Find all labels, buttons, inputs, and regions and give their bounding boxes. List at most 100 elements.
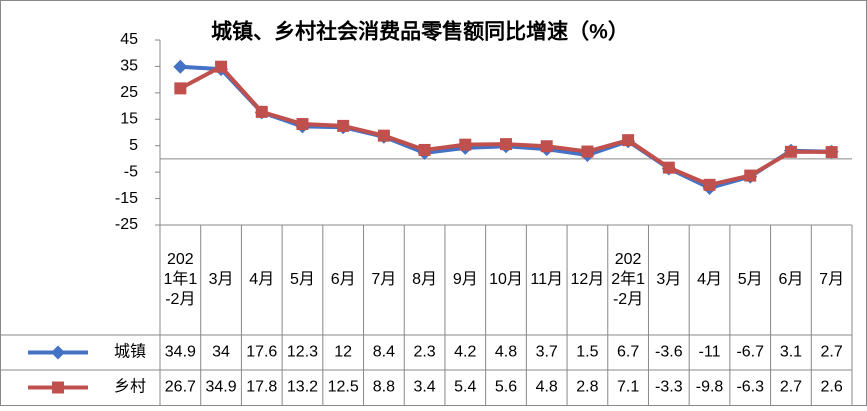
x-tick-label: 7月 [819, 271, 845, 288]
marker [377, 129, 390, 142]
marker [296, 118, 309, 131]
x-tick-cell: 5月 [737, 271, 763, 288]
table-value: 2.6 [821, 379, 843, 396]
marker [662, 161, 675, 174]
x-tick-cell: 7月 [371, 271, 397, 288]
table-value: -6.3 [736, 379, 764, 396]
x-tick-label: 3月 [208, 271, 234, 288]
table-value: 34 [212, 344, 230, 361]
y-tick-label: 35 [120, 58, 138, 75]
legend-label: 城镇 [114, 343, 146, 361]
x-tick-cell: 4月 [697, 271, 722, 288]
x-tick-label: 9月 [452, 271, 478, 288]
x-tick-label: 5月 [737, 271, 763, 288]
x-tick-label: 2022年1-2月 [611, 251, 645, 308]
table-value: -6.7 [736, 344, 764, 361]
marker [418, 143, 431, 156]
table-value: 4.2 [454, 344, 476, 361]
table-value: 3.7 [536, 344, 558, 361]
marker [51, 345, 65, 360]
x-tick-label: 7月 [371, 271, 397, 288]
y-tick-label: 45 [120, 31, 138, 48]
x-tick-cell: 10月 [489, 271, 523, 288]
x-tick-cell: 2021年1-2月 [163, 251, 198, 308]
marker [52, 381, 64, 394]
y-tick-label: 15 [120, 111, 138, 128]
table-value: 3.1 [780, 344, 802, 361]
table-value: 5.4 [454, 379, 476, 396]
table-value: 4.8 [495, 344, 517, 361]
x-tick-label: 4月 [697, 271, 722, 288]
table-value: 5.6 [495, 379, 517, 396]
table-value: 17.6 [246, 344, 277, 361]
y-tick-label: 25 [120, 84, 138, 101]
marker [784, 145, 797, 158]
x-tick-cell: 3月 [208, 271, 234, 288]
table-value: 12.5 [328, 379, 359, 396]
table-value: 1.5 [576, 344, 598, 361]
x-tick-label: 2021年1-2月 [163, 251, 198, 308]
marker [703, 178, 716, 191]
table-value: 34.9 [165, 344, 196, 361]
x-tick-label: 10月 [489, 271, 523, 288]
marker [174, 82, 187, 95]
legend-label: 乡村 [114, 378, 146, 396]
table-value: 12.3 [287, 344, 318, 361]
chart-title: 城镇、乡村社会消费品零售额同比增速（%） [211, 20, 629, 44]
x-tick-cell: 12月 [570, 271, 605, 288]
x-tick-label: 8月 [412, 271, 438, 288]
x-tick-cell: 9月 [452, 271, 478, 288]
x-tick-cell: 7月 [819, 271, 845, 288]
table-value: 13.2 [287, 379, 318, 396]
table-value: 12 [334, 344, 352, 361]
table-value: 2.8 [576, 379, 598, 396]
marker [337, 119, 350, 132]
table-value: 4.8 [536, 379, 558, 396]
y-tick-label: 5 [129, 137, 138, 154]
table-value: 2.7 [821, 344, 843, 361]
marker [540, 140, 553, 153]
x-tick-cell: 5月 [290, 271, 315, 288]
marker [459, 138, 472, 151]
table-value: 2.3 [413, 344, 435, 361]
x-tick-cell: 4月 [249, 271, 275, 288]
y-tick-label: -15 [115, 190, 138, 207]
x-tick-cell: 8月 [412, 271, 438, 288]
table-value: 6.7 [617, 344, 639, 361]
table-value: 34.9 [205, 379, 236, 396]
y-tick-label: -25 [115, 216, 138, 233]
x-tick-label: 12月 [570, 271, 605, 288]
x-tick-label: 11月 [530, 271, 563, 288]
table-value: 8.4 [373, 344, 395, 361]
marker [581, 145, 594, 158]
x-tick-cell: 11月 [530, 271, 563, 288]
marker [215, 60, 228, 73]
x-tick-label: 3月 [656, 271, 682, 288]
table-value: -3.3 [655, 379, 683, 396]
marker [825, 146, 838, 159]
x-tick-label: 6月 [330, 271, 356, 288]
x-tick-cell: 2022年1-2月 [611, 251, 645, 308]
x-tick-label: 6月 [778, 271, 804, 288]
table-value: -9.8 [696, 379, 724, 396]
x-tick-cell: 3月 [656, 271, 682, 288]
marker [744, 169, 757, 182]
table-value: -3.6 [655, 344, 683, 361]
x-tick-cell: 6月 [778, 271, 804, 288]
marker [173, 59, 188, 74]
table-value: 2.7 [780, 379, 802, 396]
table-value: 7.1 [617, 379, 639, 396]
marker [500, 138, 512, 151]
y-tick-label: -5 [124, 163, 138, 180]
table-value: 26.7 [165, 379, 196, 396]
x-tick-label: 5月 [290, 271, 315, 288]
table-value: 8.8 [373, 379, 395, 396]
table-value: -11 [699, 344, 721, 361]
marker [255, 105, 268, 118]
marker [622, 134, 635, 147]
x-tick-cell: 6月 [330, 271, 356, 288]
table-value: 17.8 [246, 379, 277, 396]
x-tick-label: 4月 [249, 271, 275, 288]
